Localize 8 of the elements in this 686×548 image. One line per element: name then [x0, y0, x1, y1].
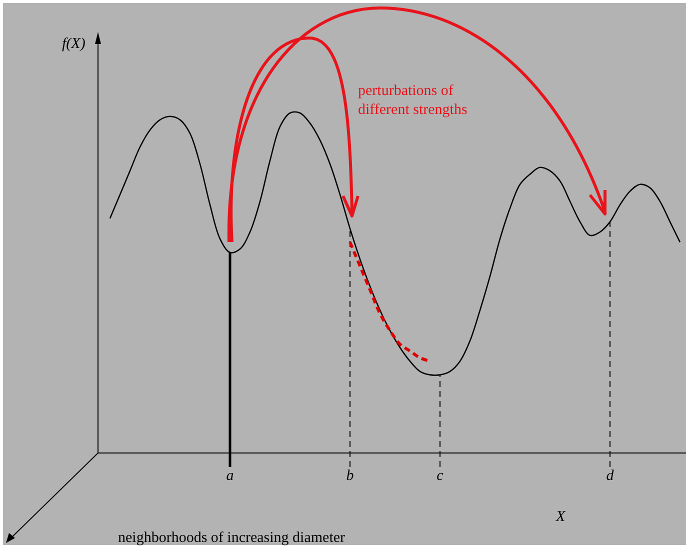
y-axis-title: f(X): [62, 36, 86, 52]
text: neighborhoods of increasing diameter: [118, 530, 346, 546]
x-axis-title: X: [555, 509, 566, 525]
x-tick-label: a: [226, 468, 234, 484]
x-tick-label: b: [346, 468, 354, 484]
annotation: perturbations of different strengths: [358, 83, 468, 118]
x-tick-label: c: [436, 468, 444, 484]
x-tick-label: d: [606, 468, 614, 484]
